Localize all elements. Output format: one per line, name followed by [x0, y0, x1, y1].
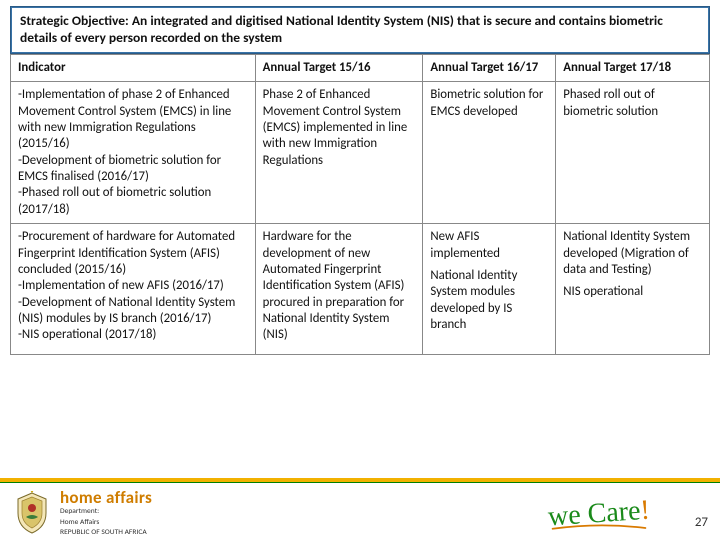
logo-block: home affairs Department: Home Affairs RE…: [12, 489, 152, 538]
table-header-row: Indicator Annual Target 15/16 Annual Tar…: [11, 54, 710, 81]
cell-t3-a: National Identity System developed (Migr…: [563, 229, 690, 277]
slide: Strategic Objective: An integrated and d…: [0, 0, 720, 540]
we-care-underline-icon: [540, 524, 658, 532]
page-number: 27: [695, 515, 708, 530]
footer: home affairs Department: Home Affairs RE…: [0, 478, 720, 540]
strategic-objective: Strategic Objective: An integrated and d…: [12, 8, 708, 52]
targets-table: Indicator Annual Target 15/16 Annual Tar…: [10, 54, 710, 355]
cell-t1: Phase 2 of Enhanced Movement Control Sys…: [255, 82, 423, 224]
header-target-1516: Annual Target 15/16: [255, 54, 423, 81]
table-row: -Implementation of phase 2 of Enhanced M…: [11, 82, 710, 224]
dept-line3: REPUBLIC OF SOUTH AFRICA: [60, 529, 152, 538]
header-target-1718: Annual Target 17/18: [556, 54, 710, 81]
cell-indicator: -Procurement of hardware for Automated F…: [11, 224, 256, 355]
footer-inner: home affairs Department: Home Affairs RE…: [0, 482, 720, 540]
brand-name: home affairs: [60, 489, 152, 506]
dept-line2: Home Affairs: [60, 519, 152, 528]
cell-t3: Phased roll out of biometric solution: [556, 82, 710, 224]
cell-t1: Hardware for the development of new Auto…: [255, 224, 423, 355]
coat-of-arms-icon: [12, 491, 52, 535]
dept-line1: Department:: [60, 508, 152, 517]
table-row: -Procurement of hardware for Automated F…: [11, 224, 710, 355]
department-text: home affairs Department: Home Affairs RE…: [60, 489, 152, 538]
cell-t2-a: New AFIS implemented: [430, 229, 500, 260]
objective-bar: Strategic Objective: An integrated and d…: [10, 6, 710, 54]
cell-t2-b: National Identity System modules develop…: [430, 268, 517, 332]
cell-t2: New AFIS implemented National Identity S…: [423, 224, 556, 355]
cell-t3-b: NIS operational: [563, 284, 643, 299]
cell-indicator: -Implementation of phase 2 of Enhanced M…: [11, 82, 256, 224]
header-indicator: Indicator: [11, 54, 256, 81]
cell-t2: Biometric solution for EMCS developed: [423, 82, 556, 224]
header-target-1617: Annual Target 16/17: [423, 54, 556, 81]
cell-t3: National Identity System developed (Migr…: [556, 224, 710, 355]
